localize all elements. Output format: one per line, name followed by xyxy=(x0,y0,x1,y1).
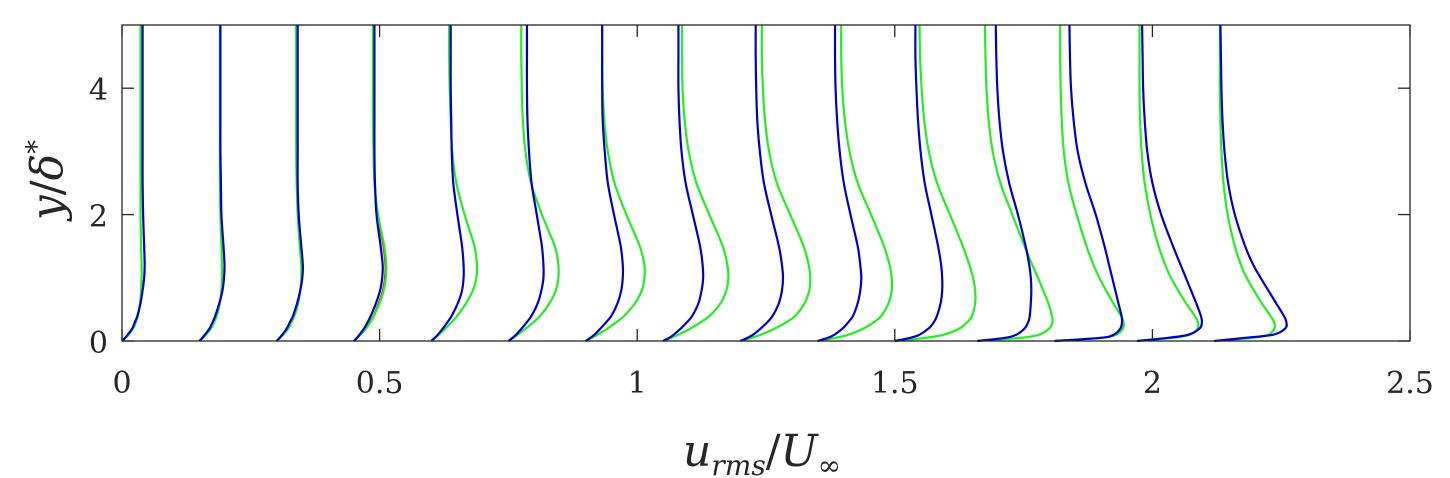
green-profile-5 xyxy=(507,24,560,342)
green-profile-14 xyxy=(1214,25,1277,343)
x-tick-label-3: 1.5 xyxy=(871,366,919,401)
blue-profile-7 xyxy=(662,25,705,342)
green-profile-9 xyxy=(817,24,894,343)
x-axis-label-sub: rms xyxy=(711,449,765,478)
x-tick-label-2: 1 xyxy=(628,366,647,401)
green-profile-3 xyxy=(353,25,388,342)
green-profile-11 xyxy=(977,24,1054,343)
blue-profile-12 xyxy=(1054,24,1124,343)
green-profile-13 xyxy=(1136,25,1200,343)
blue-profile-4 xyxy=(430,25,465,342)
blue-profile-1 xyxy=(198,25,226,342)
x-axis-label: urms/U∞ xyxy=(683,426,841,478)
y-axis-label-sup: * xyxy=(20,140,53,154)
green-profile-7 xyxy=(662,24,730,343)
blue-profile-13 xyxy=(1136,24,1204,343)
green-profile-10 xyxy=(894,24,977,343)
blue-profile-11 xyxy=(977,24,1033,343)
x-axis-label-slash: / xyxy=(766,426,781,477)
x-tick-label-0: 0 xyxy=(112,366,131,401)
axes-frame xyxy=(121,24,1411,342)
y-axis-label-main2: δ xyxy=(22,154,73,181)
blue-profile-9 xyxy=(817,24,863,343)
x-axis-label-sub2: ∞ xyxy=(818,449,841,478)
blue-profile-3 xyxy=(353,25,384,342)
blue-profile-2 xyxy=(275,25,304,342)
blue-profile-6 xyxy=(585,25,625,342)
series-layer xyxy=(121,24,1288,343)
x-axis-label-main2: U xyxy=(781,426,820,477)
blue-profile-10 xyxy=(894,24,944,343)
green-profile-2 xyxy=(275,25,303,342)
y-axis-label-slash: / xyxy=(22,180,73,195)
blue-profile-0 xyxy=(121,25,146,342)
y-tick-label-1: 2 xyxy=(89,200,108,235)
x-tick-label-5: 2.5 xyxy=(1386,366,1434,401)
x-tick-label-1: 0.5 xyxy=(356,366,404,401)
y-tick-label-0: 0 xyxy=(89,326,108,361)
y-tick-label-2: 4 xyxy=(89,73,108,108)
y-axis-label: y/δ* xyxy=(20,140,73,222)
plot-area: 0 0.5 1 1.5 2 2.5 0 2 4 xyxy=(89,24,1434,401)
y-axis-label-main: y xyxy=(22,194,73,222)
blue-profile-14 xyxy=(1214,24,1288,343)
blue-profile-5 xyxy=(507,25,545,342)
ticks-layer: 0 0.5 1 1.5 2 2.5 0 2 4 xyxy=(89,25,1434,401)
green-profile-6 xyxy=(585,24,646,342)
blue-profile-8 xyxy=(739,24,785,343)
green-profile-12 xyxy=(1054,24,1125,343)
x-tick-label-4: 2 xyxy=(1143,366,1162,401)
x-axis-label-main: u xyxy=(683,426,711,477)
green-profile-8 xyxy=(739,24,812,343)
